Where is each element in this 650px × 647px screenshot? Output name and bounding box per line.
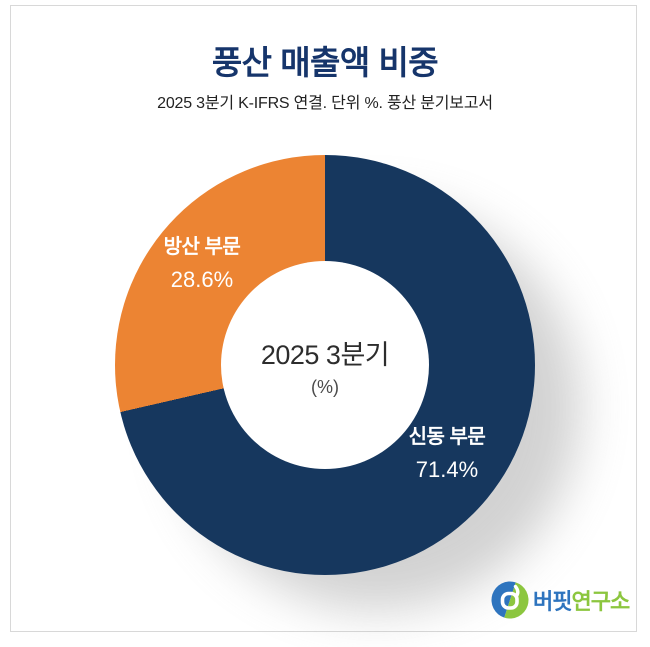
slice-name: 신동 부문 — [408, 426, 486, 448]
chart-subtitle: 2025 3분기 K-IFRS 연결. 단위 %. 풍산 분기보고서 — [157, 95, 493, 112]
chart-title: 풍산 매출액 비중 — [211, 44, 439, 81]
donut-ring: 2025 3분기 (%) — [115, 155, 535, 575]
logo-text-lab: 연구소 — [571, 589, 630, 614]
slice-percent: 71.4% — [415, 457, 479, 482]
slice-percent: 28.6% — [170, 267, 234, 292]
slice-label-copper: 신동 부문 71.4% — [362, 427, 532, 481]
center-period-label: 2025 3분기 — [260, 339, 390, 370]
center-unit-label: (%) — [311, 376, 339, 397]
buffett-lab-logo: 버핏연구소 — [490, 579, 630, 621]
buffett-lab-logo-icon — [491, 581, 529, 619]
donut-center: 2025 3분기 (%) — [221, 261, 429, 469]
slice-label-defense: 방산 부문 28.6% — [117, 237, 287, 291]
slice-name: 방산 부문 — [163, 236, 241, 258]
logo-text: 버핏연구소 — [533, 584, 630, 616]
logo-text-buffett: 버핏 — [533, 589, 572, 614]
